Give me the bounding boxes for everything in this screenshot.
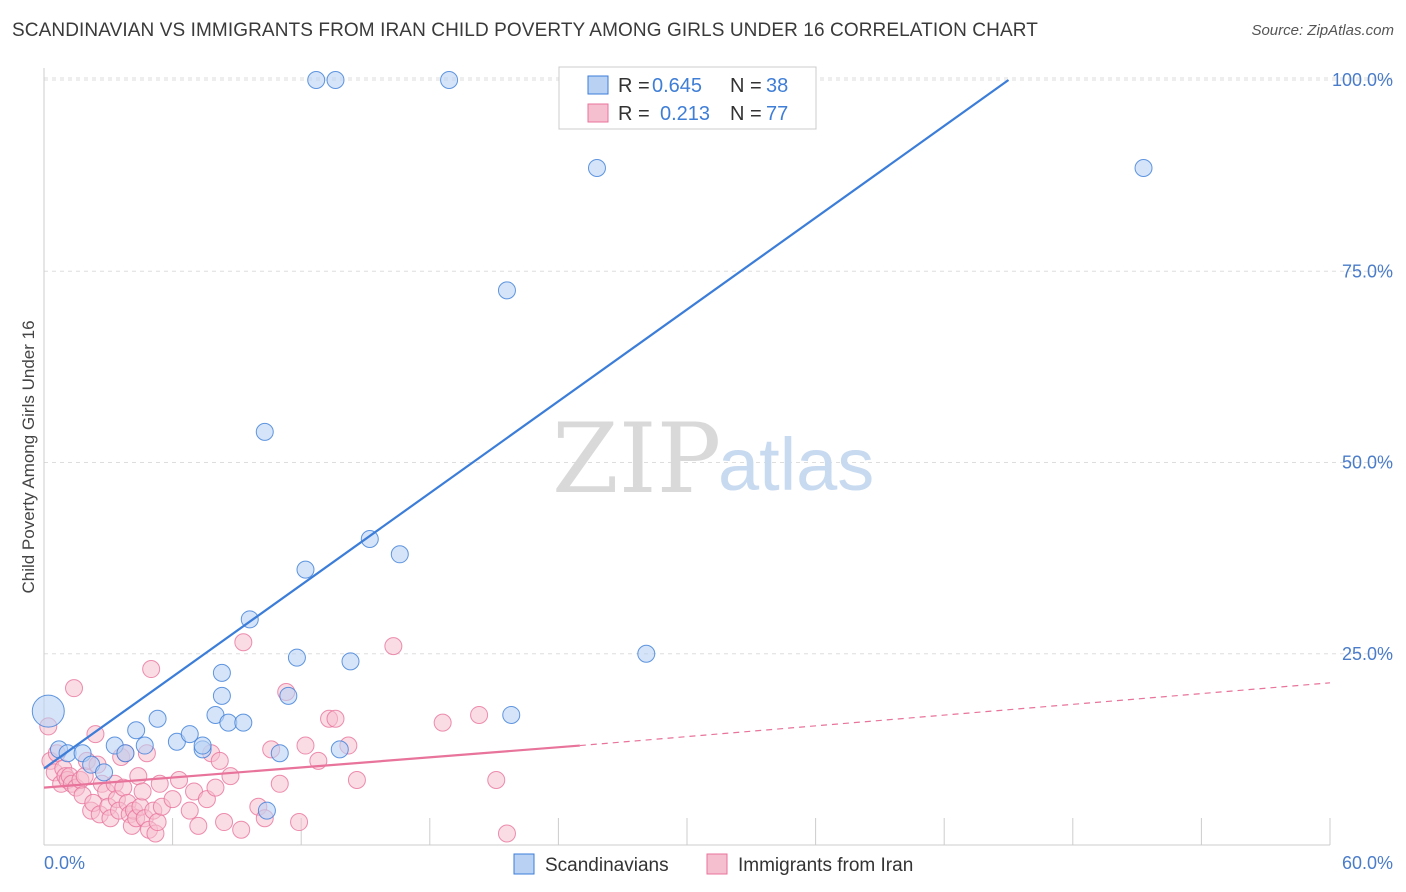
source-label: Source: ZipAtlas.com (1251, 22, 1394, 39)
scandinavian-point (219, 713, 238, 732)
iran-point (65, 679, 84, 698)
legend-n-value-blue: 38 (766, 75, 788, 97)
correlation-legend: R = 0.645 N = 38 R = 0.213 N = 77 (558, 66, 817, 130)
iran-point (129, 767, 148, 786)
legend-swatch-pink (587, 103, 609, 123)
scandinavian-point (255, 422, 274, 441)
scandinavian-point (257, 801, 276, 820)
series-swatch-blue (513, 853, 535, 875)
scandinavian-point (502, 705, 521, 724)
iran-point (221, 767, 240, 786)
y-axis-label: Child Poverty Among Girls Under 16 (19, 320, 38, 593)
iran-point (163, 790, 182, 809)
iran-point (142, 660, 161, 679)
iran-point (433, 713, 452, 732)
scandinavian-points (31, 71, 1153, 820)
iran-trend-line (43, 744, 580, 789)
x-tick-labels: 0.0% 60.0% (44, 853, 1393, 873)
series-swatch-pink (706, 853, 728, 875)
legend-r-label-blue: R = (618, 75, 650, 97)
iran-point (133, 782, 152, 801)
scandinavian-point (587, 158, 606, 177)
y-tick-labels: 25.0% 50.0% 75.0% 100.0% (1332, 70, 1393, 664)
iran-point (270, 774, 289, 793)
scandinavian-point (116, 744, 135, 763)
scandinavian-point (287, 648, 306, 667)
iran-trend-extension (579, 682, 1331, 747)
series-name-scandinavians: Scandinavians (545, 855, 669, 876)
scandinavian-point (1134, 158, 1153, 177)
scandinavian-point (341, 652, 360, 671)
iran-point (497, 824, 516, 843)
y-tick-label: 25.0% (1342, 644, 1393, 664)
scandinavian-point (330, 740, 349, 759)
chart-title: SCANDINAVIAN VS IMMIGRANTS FROM IRAN CHI… (12, 20, 1038, 41)
legend-n-label-blue: N = (730, 75, 762, 97)
x-tick-label: 60.0% (1342, 853, 1393, 873)
iran-point (487, 770, 506, 789)
scandinavian-point (390, 545, 409, 564)
iran-point (347, 770, 366, 789)
trend-lines (43, 79, 1331, 789)
scandinavian-point (296, 560, 315, 579)
y-tick-label: 50.0% (1342, 453, 1393, 473)
iran-point (234, 633, 253, 652)
legend-n-label-pink: N = (730, 103, 762, 125)
iran-point (189, 816, 208, 835)
scandinavian-point (270, 744, 289, 763)
iran-points (39, 633, 516, 843)
scandinavian-point (637, 644, 656, 663)
scandinavian-point (360, 530, 379, 548)
scandinavian-point (127, 721, 146, 740)
iran-point (215, 813, 234, 832)
legend-r-value-blue: 0.645 (652, 75, 702, 97)
scandinavian-point (148, 709, 167, 728)
scandinavian-point (234, 713, 253, 732)
scandinavian-point (212, 686, 231, 705)
y-tick-label: 100.0% (1332, 70, 1393, 90)
scandinavian-point (193, 736, 212, 755)
legend-r-value-pink: 0.213 (660, 103, 710, 125)
scandinavian-point (180, 725, 199, 744)
watermark-atlas: atlas (718, 423, 874, 506)
series-legend: Scandinavians Immigrants from Iran (513, 853, 913, 876)
iran-point (148, 813, 167, 832)
scandinavian-point (326, 71, 345, 89)
grid-lines (43, 68, 1392, 846)
scandinavian-point (31, 694, 65, 728)
iran-point (384, 637, 403, 656)
iran-point (210, 751, 229, 770)
scandinavian-point (307, 71, 326, 89)
x-tick-label: 0.0% (44, 853, 85, 873)
scandinavian-point (497, 281, 516, 300)
iran-point (180, 801, 199, 820)
scandinavian-trend-line (43, 79, 1010, 770)
legend-n-value-pink: 77 (766, 103, 788, 125)
scandinavian-point (95, 763, 114, 782)
y-tick-label: 75.0% (1342, 261, 1393, 281)
legend-swatch-blue (587, 75, 609, 95)
watermark: ZIP atlas (552, 403, 874, 515)
iran-point (296, 736, 315, 755)
series-name-iran: Immigrants from Iran (738, 855, 913, 876)
iran-point (170, 770, 189, 789)
iran-point (470, 705, 489, 724)
iran-point (232, 820, 251, 839)
legend-r-label-pink: R = (618, 103, 650, 125)
scandinavian-point (212, 663, 231, 682)
iran-point (290, 813, 309, 832)
scandinavian-point (135, 736, 154, 755)
scandinavian-point (440, 71, 459, 89)
iran-point (206, 778, 225, 797)
iran-point (326, 709, 345, 728)
watermark-zip: ZIP (552, 403, 721, 515)
scandinavian-point (279, 686, 298, 705)
